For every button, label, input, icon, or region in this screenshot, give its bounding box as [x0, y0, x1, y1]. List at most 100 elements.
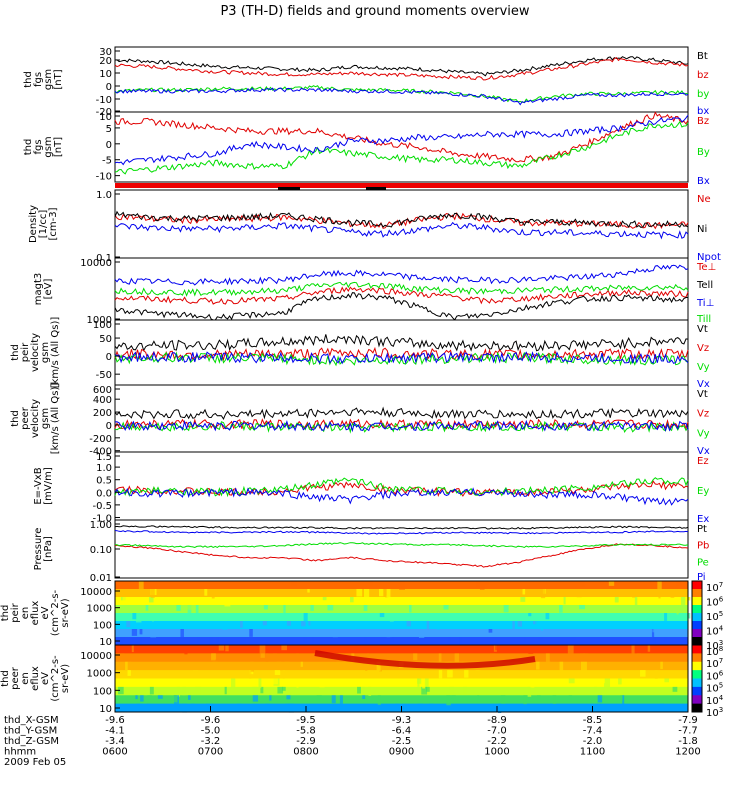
spectrogram-texture — [260, 653, 265, 658]
spectrogram-texture — [620, 695, 623, 701]
y-axis-title-line: [cm-3] — [48, 207, 59, 240]
series-line-black — [114, 334, 689, 352]
series-line-green — [114, 120, 689, 175]
colorbar-tick-exponent: 5 — [719, 610, 723, 618]
spectrogram-texture — [361, 686, 365, 694]
y-tick-label: 0.1 — [96, 253, 112, 264]
y-tick-label: 10 — [99, 69, 112, 80]
spectrogram-texture — [547, 661, 552, 667]
spectrogram-texture — [120, 653, 125, 659]
y-axis-title-line: thd — [10, 344, 21, 361]
spectrogram-texture — [559, 605, 563, 613]
spectrogram-texture — [672, 686, 678, 692]
spectrogram-texture — [366, 589, 373, 596]
y-axis-title: thd peir en eflux eV (cm^2-s-sr-eV) — [0, 589, 71, 636]
spectrogram-texture — [286, 695, 291, 700]
y-axis-title-line: (cm^2-s- — [50, 655, 61, 702]
legend-label: Pt — [697, 524, 707, 535]
y-tick-label: -0.5 — [92, 501, 112, 512]
series-line-black — [114, 56, 689, 77]
y-axis-title-line: eV — [40, 672, 51, 685]
spectrogram-texture — [132, 613, 137, 620]
spectrogram-texture — [209, 637, 213, 645]
legend-label: Vt — [697, 389, 708, 400]
spectrogram-texture — [131, 645, 134, 653]
spectrogram-texture — [250, 661, 254, 672]
spectrogram-texture — [316, 695, 322, 700]
spectrogram-texture — [225, 645, 229, 652]
y-axis-title-line: [eV] — [43, 279, 54, 300]
spectrogram-texture — [300, 661, 303, 667]
spectrogram-texture — [180, 629, 184, 639]
ephemeris-value: 0900 — [389, 747, 414, 758]
spectrogram-texture — [265, 703, 270, 710]
y-tick-label: 200 — [93, 408, 112, 419]
spectrogram-texture — [545, 605, 551, 610]
ephemeris-value: -2.9 — [296, 736, 316, 747]
spectrogram-texture — [568, 678, 575, 684]
colorbar-tick-label: 104 — [706, 625, 724, 638]
y-axis-title: Pressure [nPa] — [33, 528, 54, 571]
spectrogram-texture — [583, 653, 589, 659]
spectrogram-texture — [545, 613, 550, 620]
spectrogram-texture — [399, 581, 405, 590]
ephemeris-value: 1200 — [675, 747, 700, 758]
spectrogram-texture — [381, 645, 387, 650]
spectrogram-texture — [286, 629, 290, 637]
y-tick-label: -400 — [89, 447, 112, 458]
spectrogram-texture — [567, 645, 574, 655]
y-tick-label: 1000 — [87, 604, 112, 615]
y-tick-label: 10 — [99, 704, 112, 715]
spectrogram-texture — [515, 605, 521, 611]
spectrogram-texture — [545, 653, 550, 663]
spectrogram-texture — [211, 653, 217, 660]
spectrogram-texture — [262, 621, 267, 626]
spectrogram-texture — [325, 678, 331, 684]
spectrogram-texture — [614, 597, 619, 603]
spectrogram-texture — [657, 581, 662, 590]
spectrogram-texture — [597, 703, 601, 710]
y-axis-title-line: thd — [0, 605, 11, 622]
series-line-red — [114, 286, 689, 305]
spectrogram-texture — [127, 670, 131, 676]
spectrogram-texture — [634, 597, 638, 607]
legend-label: Bx — [697, 176, 710, 187]
ephemeris-value: -7.9 — [678, 715, 698, 726]
y-tick-label: -10 — [96, 172, 112, 183]
spectrogram-texture — [652, 629, 656, 633]
series-line-green — [114, 542, 689, 549]
spectrogram-band — [115, 613, 688, 622]
spectrogram-texture — [365, 661, 368, 671]
spectrogram-band — [115, 653, 688, 663]
spectrogram-texture — [341, 661, 346, 666]
y-tick-label: 10000 — [80, 651, 112, 662]
spectrogram-texture — [618, 678, 622, 685]
spectrogram-texture — [580, 661, 587, 672]
y-tick-label: 0 — [106, 140, 112, 151]
colorbar-tick-exponent: 7 — [719, 657, 723, 665]
spectrogram-texture — [211, 589, 215, 599]
spectrogram-texture — [126, 661, 132, 666]
series-line-blue — [114, 487, 689, 506]
spectrogram-texture — [447, 637, 452, 643]
y-axis-title-line: peer — [10, 666, 21, 690]
spectrogram-band — [115, 695, 688, 705]
spectrogram-band — [115, 589, 688, 598]
legend-label: Vx — [697, 379, 710, 390]
legend-label: bz — [697, 70, 709, 81]
spectrogram-texture — [670, 589, 675, 598]
spectrogram-texture — [653, 637, 656, 644]
spectrogram-texture — [350, 597, 354, 603]
y-axis-title-line: gsm — [43, 136, 54, 157]
colorbar-segment — [692, 653, 702, 663]
legend-label: Pi — [697, 572, 706, 583]
y-tick-label: 0.01 — [90, 573, 112, 584]
spectrogram-texture — [479, 581, 485, 590]
spectrogram-texture — [520, 597, 526, 602]
spectrogram-band — [115, 670, 688, 679]
spectrogram-band — [115, 597, 688, 606]
legend-label: bx — [697, 106, 709, 117]
spectrogram-texture — [125, 661, 128, 671]
spectrogram-texture — [523, 695, 527, 705]
